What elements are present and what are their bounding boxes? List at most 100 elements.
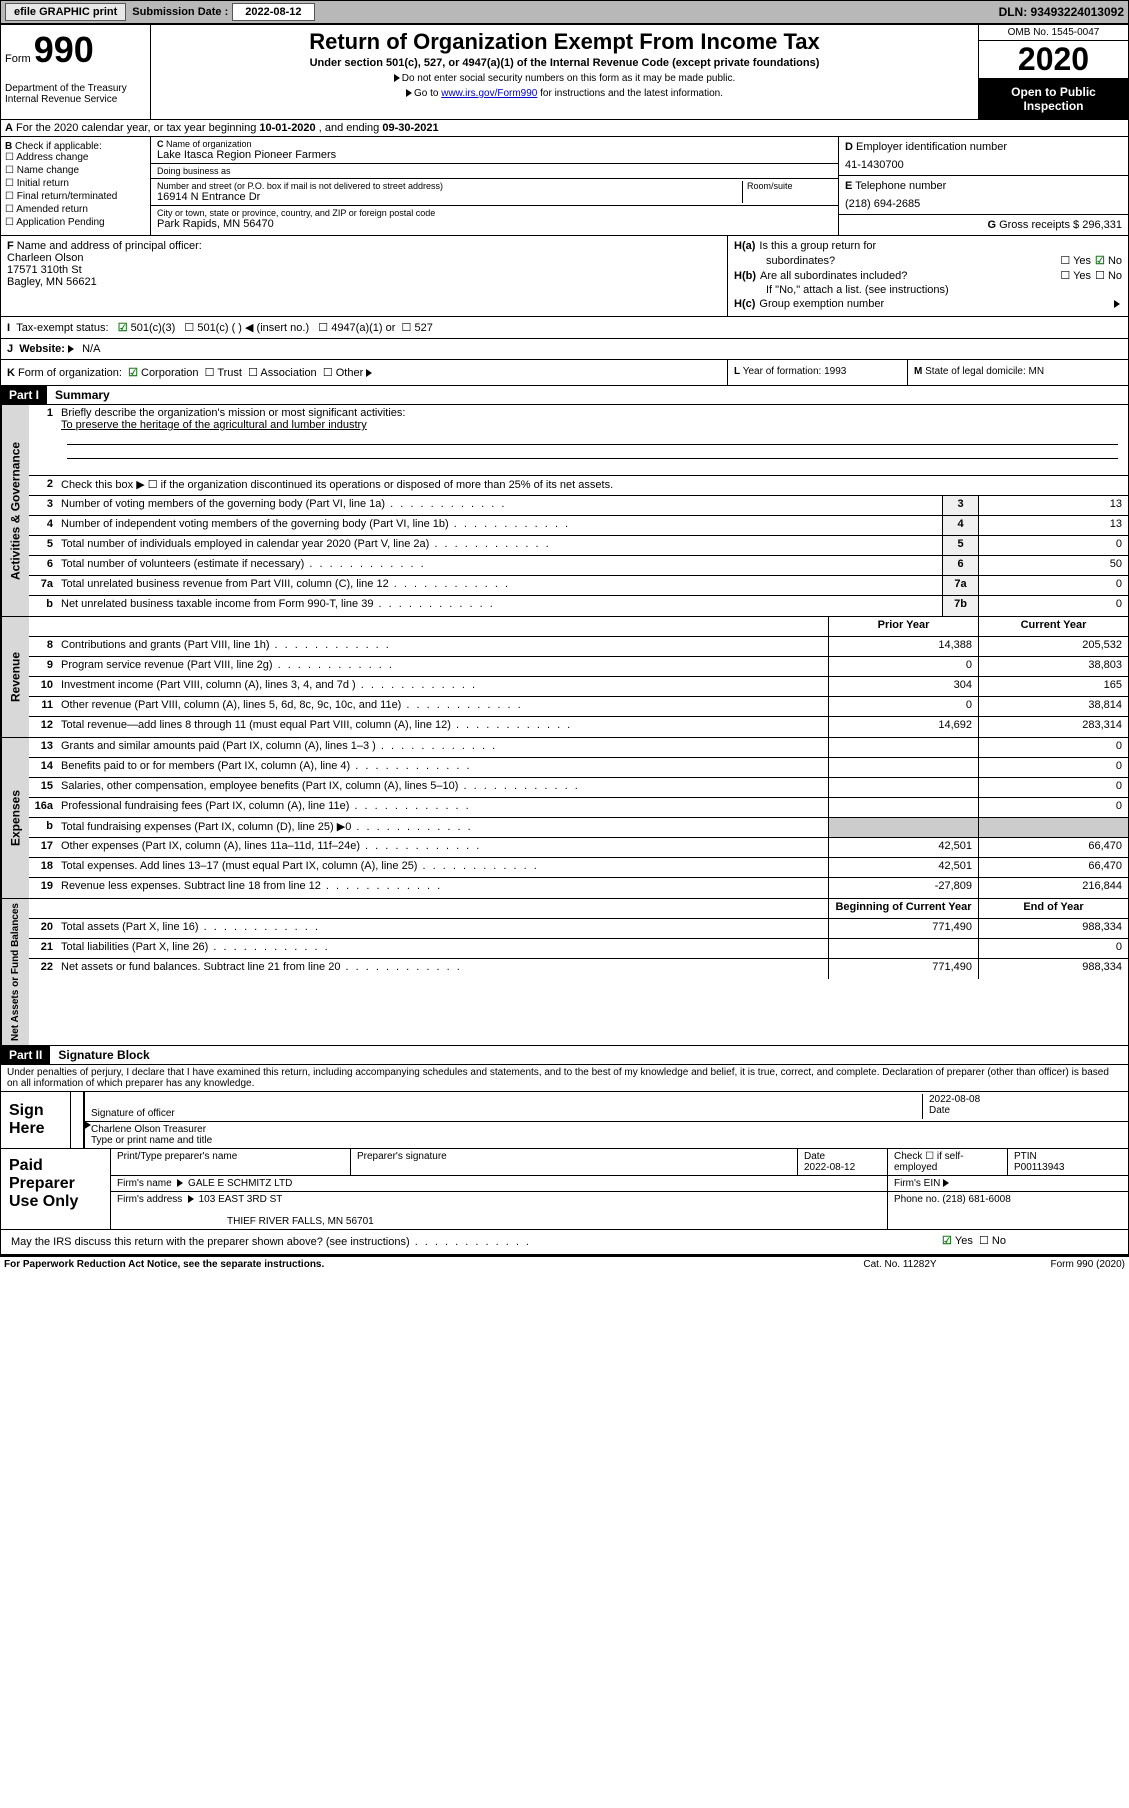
section-deg: D Employer identification number 41-1430… [838, 137, 1128, 235]
gross-receipts: 296,331 [1082, 219, 1122, 231]
officer-addr2: Bagley, MN 56621 [7, 276, 721, 288]
chk-final-return[interactable]: Final return/terminated [5, 191, 146, 202]
chk-amended-return[interactable]: Amended return [5, 204, 146, 215]
ein: 41-1430700 [845, 159, 1122, 171]
side-net-assets: Net Assets or Fund Balances [1, 899, 29, 1045]
gov-line-4: 4Number of independent voting members of… [29, 516, 1128, 536]
section-i: I Tax-exempt status: 501(c)(3) 501(c) ( … [1, 317, 1128, 339]
org-name: Lake Itasca Region Pioneer Farmers [157, 149, 832, 161]
firm-phone: (218) 681-6008 [942, 1194, 1010, 1205]
chk-other[interactable]: Other [323, 367, 363, 379]
sign-here-block: Sign Here Signature of officer 2022-08-0… [1, 1092, 1128, 1149]
hb-note: If "No," attach a list. (see instruction… [766, 284, 1122, 296]
arrow-icon [1114, 300, 1120, 308]
department-label: Department of the Treasury Internal Reve… [5, 83, 146, 105]
prep-date: 2022-08-12 [804, 1162, 881, 1173]
officer-addr1: 17571 310th St [7, 264, 721, 276]
net-assets-section: Net Assets or Fund Balances Beginning of… [1, 899, 1128, 1046]
efile-print-button[interactable]: efile GRAPHIC print [5, 3, 126, 21]
perjury-declaration: Under penalties of perjury, I declare th… [1, 1065, 1128, 1092]
paid-preparer-block: Paid Preparer Use Only Print/Type prepar… [1, 1149, 1128, 1230]
irs-link[interactable]: www.irs.gov/Form990 [441, 88, 537, 99]
firm-addr1: 103 EAST 3RD ST [199, 1194, 283, 1205]
self-employed-check[interactable]: Check ☐ if self-employed [888, 1149, 1008, 1175]
ha-no[interactable]: No [1095, 254, 1122, 267]
expense-line-18: 18Total expenses. Add lines 13–17 (must … [29, 858, 1128, 878]
tax-year: 2020 [979, 41, 1128, 79]
section-h: H(a)Is this a group return for subordina… [728, 236, 1128, 316]
part-i-badge: Part I [1, 386, 47, 404]
chk-501c[interactable]: 501(c) ( ) [184, 322, 242, 334]
paid-preparer-label: Paid Preparer Use Only [1, 1149, 111, 1229]
ha-yes[interactable]: Yes [1060, 254, 1091, 267]
part-ii-header: Part II Signature Block [1, 1046, 1128, 1065]
form-990-container: Form 990 Department of the Treasury Inte… [0, 24, 1129, 1257]
activities-governance-section: Activities & Governance 1 Briefly descri… [1, 405, 1128, 617]
chk-527[interactable]: 527 [402, 322, 433, 334]
gov-line-6: 6Total number of volunteers (estimate if… [29, 556, 1128, 576]
sign-here-label: Sign Here [1, 1092, 71, 1148]
chk-trust[interactable]: Trust [205, 367, 242, 379]
ptin: P00113943 [1014, 1162, 1122, 1173]
firm-name: GALE E SCHMITZ LTD [188, 1178, 292, 1189]
row-klm: K Form of organization: Corporation Trus… [1, 360, 1128, 386]
chk-501c3[interactable]: 501(c)(3) [118, 322, 176, 334]
arrow-icon [188, 1195, 194, 1203]
public-inspection-badge: Open to Public Inspection [979, 79, 1128, 119]
telephone: (218) 694-2685 [845, 198, 1122, 210]
section-j: J Website: N/A [1, 339, 1128, 360]
gov-line-5: 5Total number of individuals employed in… [29, 536, 1128, 556]
net-line-21: 21Total liabilities (Part X, line 26)0 [29, 939, 1128, 959]
side-governance: Activities & Governance [1, 405, 29, 616]
header-center: Return of Organization Exempt From Incom… [151, 25, 978, 119]
row-fh: F Name and address of principal officer:… [1, 236, 1128, 317]
chk-address-change[interactable]: Address change [5, 152, 146, 163]
org-address: 16914 N Entrance Dr [157, 191, 742, 203]
section-m: M State of legal domicile: MN [908, 360, 1128, 385]
hb-yes[interactable]: Yes [1060, 269, 1091, 282]
addr-label: Number and street (or P.O. box if mail i… [157, 181, 742, 191]
revenue-line-11: 11Other revenue (Part VIII, column (A), … [29, 697, 1128, 717]
form-footer: For Paperwork Reduction Act Notice, see … [0, 1257, 1129, 1272]
net-line-20: 20Total assets (Part X, line 16)771,4909… [29, 919, 1128, 939]
header-left: Form 990 Department of the Treasury Inte… [1, 25, 151, 119]
revenue-line-10: 10Investment income (Part VIII, column (… [29, 677, 1128, 697]
beginning-year-header: Beginning of Current Year [828, 899, 978, 918]
arrow-icon [394, 74, 400, 82]
net-line-22: 22Net assets or fund balances. Subtract … [29, 959, 1128, 979]
officer-name: Charleen Olson [7, 252, 721, 264]
submission-label: Submission Date : [132, 6, 228, 18]
gov-line-3: 3Number of voting members of the governi… [29, 496, 1128, 516]
dba-label: Doing business as [157, 166, 832, 176]
section-f: F Name and address of principal officer:… [1, 236, 728, 316]
chk-corporation[interactable]: Corporation [128, 367, 198, 379]
expenses-section: Expenses 13Grants and similar amounts pa… [1, 738, 1128, 899]
expense-line-17: 17Other expenses (Part IX, column (A), l… [29, 838, 1128, 858]
chk-association[interactable]: Association [248, 367, 317, 379]
side-expenses: Expenses [1, 738, 29, 898]
hb-no[interactable]: No [1095, 269, 1122, 282]
expense-line-b: bTotal fundraising expenses (Part IX, co… [29, 818, 1128, 838]
form-title: Return of Organization Exempt From Incom… [159, 29, 970, 55]
discuss-yes[interactable]: Yes [942, 1235, 973, 1247]
city-label: City or town, state or province, country… [157, 208, 832, 218]
section-l: L Year of formation: 1993 [728, 360, 908, 385]
chk-initial-return[interactable]: Initial return [5, 178, 146, 189]
current-year-header: Current Year [978, 617, 1128, 636]
chk-name-change[interactable]: Name change [5, 165, 146, 176]
part-i-title: Summary [47, 388, 110, 402]
chk-application-pending[interactable]: Application Pending [5, 217, 146, 228]
org-city: Park Rapids, MN 56470 [157, 218, 832, 230]
form-word: Form [5, 53, 31, 65]
header-right: OMB No. 1545-0047 2020 Open to Public In… [978, 25, 1128, 119]
firm-addr2: THIEF RIVER FALLS, MN 56701 [227, 1216, 374, 1227]
gov-line-b: bNet unrelated business taxable income f… [29, 596, 1128, 616]
discuss-no[interactable]: No [979, 1235, 1006, 1247]
form-version: Form 990 (2020) [975, 1259, 1125, 1270]
top-bar: efile GRAPHIC print Submission Date : 20… [0, 0, 1129, 24]
revenue-line-9: 9Program service revenue (Part VIII, lin… [29, 657, 1128, 677]
revenue-section: Revenue Prior Year Current Year 8Contrib… [1, 617, 1128, 738]
chk-4947a1[interactable]: 4947(a)(1) or [318, 322, 395, 334]
revenue-line-12: 12Total revenue—add lines 8 through 11 (… [29, 717, 1128, 737]
expense-line-16a: 16aProfessional fundraising fees (Part I… [29, 798, 1128, 818]
